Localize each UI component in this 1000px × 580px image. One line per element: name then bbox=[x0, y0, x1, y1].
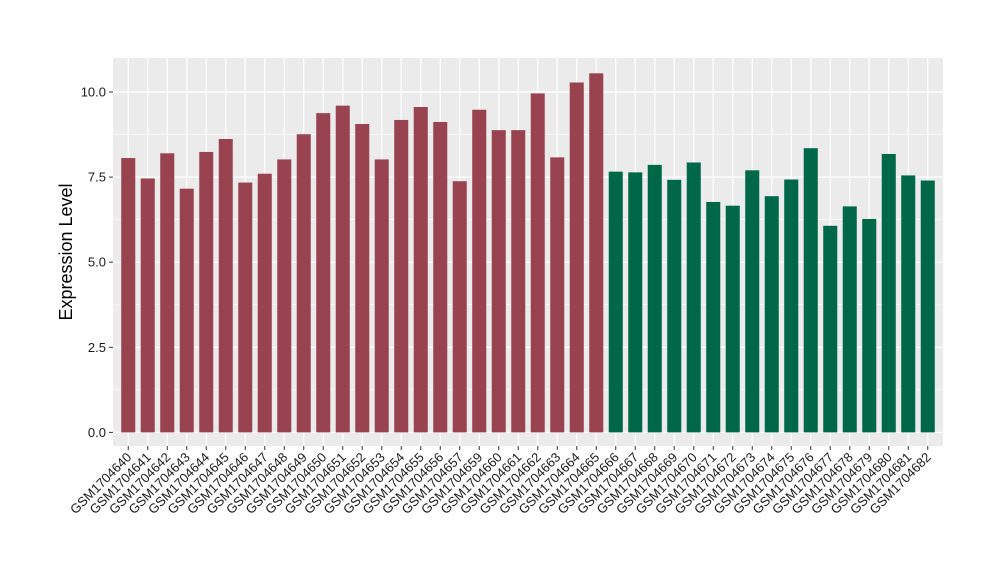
y-tick-label: 7.5 bbox=[88, 170, 106, 185]
bar-GSM1704646 bbox=[238, 182, 253, 433]
bar-GSM1704668 bbox=[647, 164, 662, 433]
bar-GSM1704643 bbox=[179, 188, 194, 433]
bar-GSM1704678 bbox=[842, 206, 857, 433]
bar-GSM1704653 bbox=[374, 159, 389, 433]
bar-GSM1704677 bbox=[823, 225, 838, 433]
bar-GSM1704681 bbox=[901, 175, 916, 433]
y-tick-label: 5.0 bbox=[88, 255, 106, 270]
plot-panel bbox=[113, 58, 943, 446]
bar-GSM1704654 bbox=[394, 119, 409, 433]
bar-GSM1704640 bbox=[121, 158, 136, 433]
bar-GSM1704656 bbox=[433, 121, 448, 433]
bar-GSM1704673 bbox=[745, 170, 760, 433]
bar-GSM1704647 bbox=[257, 173, 272, 433]
bar-GSM1704661 bbox=[511, 130, 526, 433]
bar-GSM1704662 bbox=[530, 93, 545, 433]
bar-GSM1704666 bbox=[608, 171, 623, 433]
y-axis: 0.0 2.5 5.0 7.5 10.0 bbox=[81, 85, 113, 440]
bar-GSM1704641 bbox=[140, 178, 155, 433]
bar-GSM1704652 bbox=[355, 124, 370, 433]
bar-GSM1704657 bbox=[452, 181, 467, 433]
bar-GSM1704676 bbox=[803, 148, 818, 433]
y-tick-label: 10.0 bbox=[81, 85, 106, 100]
x-axis: GSM1704640GSM1704641GSM1704642GSM1704643… bbox=[67, 446, 934, 517]
bar-GSM1704680 bbox=[881, 153, 896, 433]
bar-GSM1704671 bbox=[706, 201, 721, 433]
bar-GSM1704648 bbox=[277, 159, 292, 433]
bar-GSM1704655 bbox=[413, 107, 428, 433]
bars bbox=[121, 73, 935, 433]
bar-GSM1704675 bbox=[784, 179, 799, 433]
bar-GSM1704651 bbox=[335, 105, 350, 433]
bar-GSM1704663 bbox=[550, 157, 565, 433]
bar-GSM1704670 bbox=[686, 162, 701, 433]
bar-GSM1704674 bbox=[764, 196, 779, 433]
bar-GSM1704669 bbox=[667, 179, 682, 433]
bar-GSM1704644 bbox=[199, 151, 214, 433]
bar-GSM1704672 bbox=[725, 205, 740, 433]
bar-GSM1704645 bbox=[218, 139, 233, 433]
bar-GSM1704682 bbox=[920, 180, 935, 433]
bar-GSM1704650 bbox=[316, 113, 331, 433]
bar-GSM1704664 bbox=[569, 82, 584, 433]
y-axis-title: Expression Level bbox=[56, 183, 76, 320]
bar-GSM1704679 bbox=[862, 218, 877, 433]
bar-GSM1704642 bbox=[160, 153, 175, 433]
y-tick-label: 0.0 bbox=[88, 425, 106, 440]
bar-GSM1704660 bbox=[491, 130, 506, 433]
y-tick-label: 2.5 bbox=[88, 340, 106, 355]
bar-GSM1704667 bbox=[628, 172, 643, 433]
bar-GSM1704649 bbox=[296, 134, 311, 433]
bar-GSM1704659 bbox=[472, 109, 487, 433]
bar-GSM1704665 bbox=[589, 73, 604, 433]
